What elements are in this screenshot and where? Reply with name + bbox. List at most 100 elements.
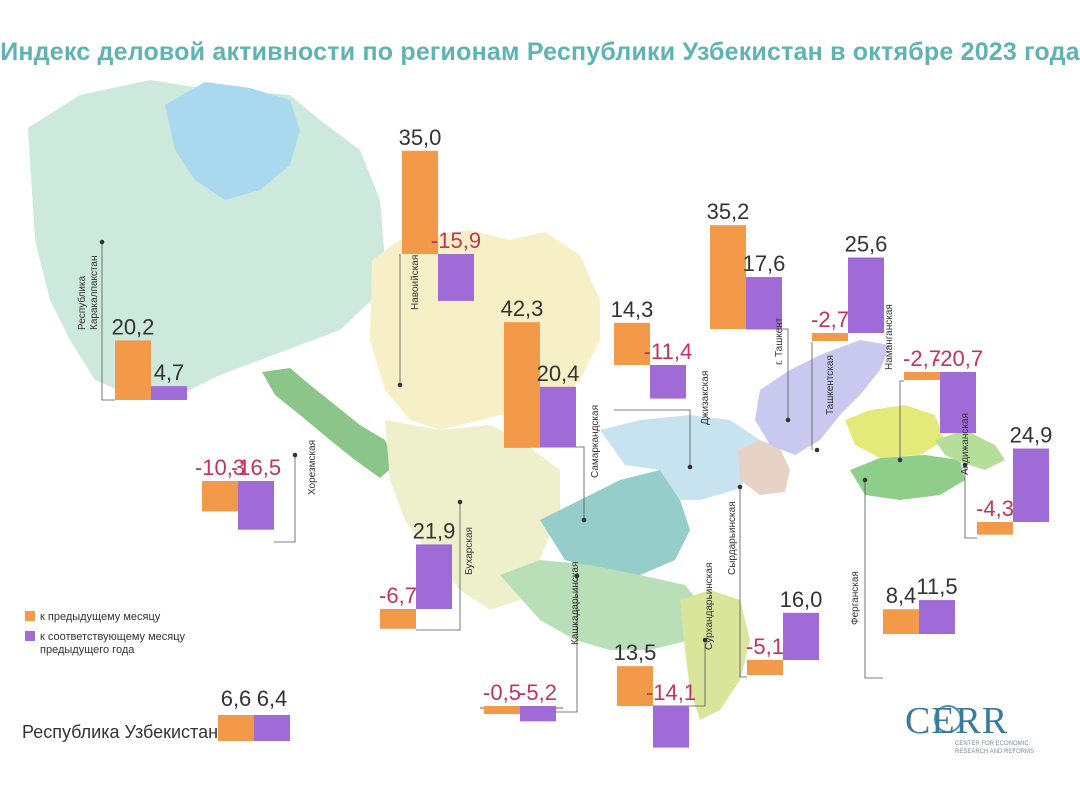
value-label-andijan-prev-year: 24,9 [1010,423,1053,448]
value-label-khorezm-prev-month: -10,3 [195,455,245,480]
value-label-syrdarya-prev-month: -5,1 [746,634,784,659]
value-label-bukhara-prev-year: 21,9 [413,518,456,543]
page-title: Индекс деловой активности по регионам Ре… [0,38,1080,66]
value-label-khorezm-prev-year: -16,5 [231,455,281,480]
region-name-line: Андижанская [960,413,971,475]
region-name-surkhandarya: Сурхандарьинская [704,563,715,650]
region-name-bukhara: Бухарская [464,527,475,575]
value-label-navoi-prev-month: 35,0 [399,125,442,150]
legend-swatch-prev-year [25,631,35,641]
region-dot-navoi [397,382,403,388]
region-dot-andijan [962,462,968,468]
bar-jizzakh-prev-year [650,365,686,399]
region-dot-karakalpakstan [99,239,105,245]
bar-syrdarya-prev-year [783,612,819,660]
map-region-syrdarya [738,440,790,495]
national-summary: Республика Узбекистан 6,6 6,4 [22,686,290,742]
region-dot-bukhara [457,499,463,505]
region-name-karakalpakstan: РеспубликаКаракалпакстан [76,255,100,330]
map-region-namangan [845,405,945,458]
region-dot-syrdarya [737,484,743,490]
value-label-jizzakh-prev-year: -11,4 [644,339,693,364]
value-label-karakalpakstan-prev-year: 4,7 [154,360,185,385]
logo-emblem [934,705,962,733]
bar-bukhara-prev-year [416,544,452,609]
value-label-kashkadarya-prev-month: -0,5 [483,680,521,705]
region-dot-khorezm [292,452,298,458]
value-label-navoi-prev-year: -15,9 [431,228,481,253]
bar-khorezm-prev-year [238,481,274,530]
region-name-tashkent_city: г. Ташкент [774,317,785,365]
logo-subtitle-line1: CENTER FOR ECONOMIC [955,741,1029,747]
bar-syrdarya-prev-month [747,660,783,676]
region-dot-tashkent_region [814,447,820,453]
region-name-line: Бухарская [464,527,475,575]
bar-andijan-prev-year [1013,448,1049,522]
map-region-bukhara [385,420,560,610]
region-name-line: Каракалпакстан [89,255,100,330]
region-name-line: Сурхандарьинская [704,563,715,650]
bar-namangan-prev-month [904,372,940,380]
bar-andijan-prev-month [977,522,1013,535]
region-name-tashkent_region: Ташкентская [825,355,836,415]
region-name-samarkand: Самаркандская [590,405,601,478]
region-dot-surkhandarya [702,637,708,643]
cerr-logo: CERR CENTER FOR ECONOMIC RESEARCH AND RE… [905,700,1034,755]
legend-label-prev-year-line2: предыдущего года [40,644,135,656]
leader-line-bukhara [416,502,461,631]
bar-khorezm-prev-month [202,481,238,512]
legend-label-prev-month: к предыдущему месяцу [40,611,161,623]
map-region-andijan [935,430,1005,470]
bar-kashkadarya-prev-month [484,706,520,714]
map-region-jizzakh [600,415,760,500]
value-label-fergana-prev-year: 11,5 [916,574,957,599]
region-name-line: Самаркандская [590,405,601,478]
legend-label-prev-year-line1: к соответствующему месяцу [40,631,186,643]
map-region-fergana [850,455,965,500]
value-label-fergana-prev-month: 8,4 [886,583,917,608]
region-dot-namangan [897,457,903,463]
bar-tashkent_city-prev-month [710,225,746,329]
national-label: Республика Узбекистан [22,722,218,742]
value-label-tashkent_region-prev-year: 25,6 [845,231,888,256]
leader-line-namangan [899,380,904,460]
value-label-namangan-prev-month: -2,7 [903,346,941,371]
logo-name: CERR [905,700,1008,742]
region-name-fergana: Ферганская [850,571,861,625]
value-label-tashkent_region-prev-month: -2,7 [811,307,849,332]
region-dot-samarkand [581,517,587,523]
map-region-karakalpakstan [28,80,385,395]
value-label-tashkent_city-prev-year: 17,6 [743,251,786,276]
value-label-kashkadarya-prev-year: -5,2 [519,680,557,705]
bar-fergana-prev-month [883,609,919,634]
bar-karakalpakstan-prev-year [151,386,187,400]
value-label-syrdarya-prev-year: 16,0 [780,587,823,612]
map-region-khorezm [262,368,395,478]
region-name-syrdarya: Сырдарьинская [727,501,738,575]
region-name-line: Ташкентская [825,355,836,415]
leader-line-fergana [864,480,883,679]
bar-surkhandarya-prev-year [653,706,689,748]
map-region-kashkadarya [500,560,705,650]
bar-kashkadarya-prev-year [520,706,556,722]
bar-karakalpakstan-prev-month [115,340,151,400]
bar-jizzakh-prev-month [614,322,650,365]
map-region-samarkand [540,470,690,575]
region-name-kashkadarya: Кашкадарьинская [570,562,581,645]
bar-namangan-prev-year [940,372,976,434]
region-dot-fergana [862,477,868,483]
bar-surkhandarya-prev-month [617,666,653,706]
value-label-namangan-prev-year: -20,7 [933,346,983,371]
region-name-jizzakh: Джизакская [700,371,711,425]
bar-navoi-prev-year [438,254,474,301]
region-name-line: Ферганская [850,571,861,625]
value-label-andijan-prev-month: -4,3 [976,496,1014,521]
leader-line-syrdarya [739,487,747,678]
region-name-line: Наманганская [884,304,895,370]
value-label-karakalpakstan-prev-month: 20,2 [112,314,155,339]
leader-line-andijan [964,465,977,539]
bar-navoi-prev-month [402,150,438,254]
map-region-navoi [370,230,600,430]
leader-line-khorezm [274,455,296,543]
